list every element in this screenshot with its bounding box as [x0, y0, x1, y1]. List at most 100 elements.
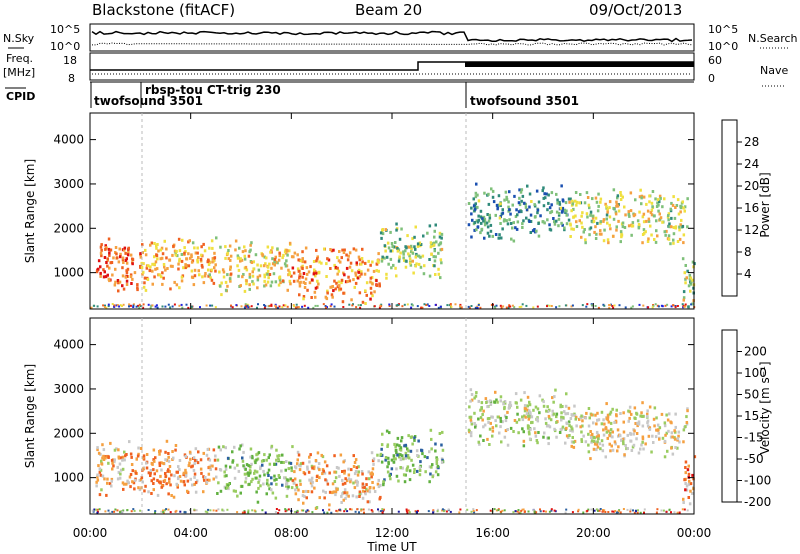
power-panel-frame: [89, 112, 695, 310]
velocity-echo-cell: [606, 413, 610, 417]
velocity-echo-cell: [232, 489, 236, 493]
power-echo-cell: [521, 222, 524, 226]
power-echo-cell: [378, 282, 381, 286]
velocity-echo-cell: [581, 419, 584, 423]
power-echo-cell: [600, 232, 603, 236]
power-ground-cell: [494, 306, 497, 309]
velocity-ground-cell: [520, 509, 523, 512]
power-echo-cell: [659, 216, 663, 220]
power-echo-cell: [673, 216, 677, 220]
power-echo-cell: [268, 262, 271, 266]
power-echo-cell: [612, 234, 615, 238]
power-echo-cell: [336, 285, 340, 289]
power-echo-cell: [416, 242, 420, 246]
power-echo-cell: [629, 191, 633, 195]
power-echo-cell: [375, 262, 379, 266]
velocity-echo-cell: [494, 390, 497, 394]
velocity-ground-cell: [278, 509, 281, 512]
velocity-ground-cell: [678, 511, 681, 514]
power-echo-cell: [418, 241, 422, 245]
power-ground-cell: [631, 305, 634, 308]
power-echo-cell: [642, 212, 646, 216]
power-echo-cell: [117, 260, 121, 264]
velocity-ground-cell: [383, 508, 385, 511]
velocity-echo-cell: [96, 473, 99, 477]
velocity-echo-cell: [691, 491, 694, 495]
power-echo-region-2: [140, 236, 218, 292]
power-echo-cell: [599, 220, 602, 224]
velocity-echo-cell: [685, 484, 689, 488]
velocity-echo-cell: [587, 432, 590, 436]
velocity-echo-cell: [267, 456, 270, 460]
velocity-ground-cell: [215, 509, 218, 512]
velocity-ground-cell: [619, 511, 622, 514]
velocity-echo-cell: [277, 457, 280, 461]
power-echo-cell: [286, 253, 289, 257]
velocity-echo-cell: [435, 457, 439, 461]
velocity-echo-cell: [610, 444, 613, 448]
velocity-echo-cell: [542, 435, 545, 439]
power-ground-cell: [608, 306, 611, 309]
power-echo-cell: [411, 237, 414, 241]
velocity-ground-cell: [542, 510, 545, 513]
velocity-echo-cell: [127, 481, 130, 485]
velocity-echo-cell: [518, 418, 521, 422]
velocity-echo-cell: [499, 395, 503, 399]
power-echo-cell: [684, 277, 687, 281]
velocity-echo-cell: [589, 430, 592, 433]
velocity-echo-cell: [275, 448, 278, 452]
power-ground-cell: [116, 304, 119, 306]
velocity-ground-cell: [330, 511, 333, 514]
power-echo-cell: [288, 273, 291, 276]
velocity-echo-cell: [671, 452, 675, 456]
velocity-echo-cell: [568, 434, 571, 437]
power-ground-cell: [373, 305, 376, 308]
power-echo-cell: [477, 199, 481, 203]
velocity-echo-cell: [514, 401, 518, 405]
power-ground-cell: [240, 305, 243, 308]
power-echo-cell: [572, 227, 575, 231]
velocity-echo-cell: [260, 459, 264, 463]
power-echo-cell: [130, 282, 133, 285]
velocity-echo-cell: [488, 427, 492, 431]
power-echo-cell: [197, 269, 200, 273]
velocity-echo-cell: [687, 464, 690, 468]
power-echo-cell: [333, 263, 336, 267]
power-echo-cell: [365, 281, 369, 285]
power-echo-cell: [286, 249, 289, 253]
velocity-echo-cell: [257, 480, 260, 484]
power-ground-cell: [609, 304, 612, 306]
velocity-echo-cell: [566, 412, 570, 416]
velocity-echo-cell: [324, 478, 327, 482]
power-echo-cell: [303, 260, 307, 264]
power-echo-cell: [347, 254, 350, 258]
power-echo-cell: [575, 225, 579, 228]
velocity-echo-cell: [131, 480, 134, 484]
power-ground-cell: [246, 304, 249, 307]
power-ground-cell: [263, 306, 266, 309]
velocity-echo-cell: [684, 425, 687, 429]
power-echo-cell: [616, 194, 620, 198]
power-echo-cell: [672, 232, 676, 236]
velocity-echo-cell: [158, 464, 162, 467]
power-echo-cell: [391, 245, 394, 248]
power-echo-cell: [680, 218, 683, 222]
velocity-echo-cell: [668, 412, 671, 416]
velocity-echo-cell: [479, 434, 482, 438]
power-echo-cell: [155, 253, 158, 257]
power-echo-cell: [501, 227, 504, 231]
velocity-echo-cell: [334, 490, 338, 494]
power-echo-cell: [164, 268, 167, 272]
power-echo-cell: [682, 298, 685, 302]
velocity-echo-cell: [182, 480, 186, 484]
velocity-echo-cell: [564, 441, 567, 445]
power-echo-cell: [136, 283, 139, 287]
velocity-echo-cell: [483, 423, 487, 427]
velocity-echo-cell: [231, 459, 235, 463]
power-echo-cell: [369, 286, 373, 290]
velocity-echo-cell: [313, 486, 316, 490]
velocity-ground-cell: [518, 511, 521, 514]
power-echo-cell: [305, 272, 309, 276]
power-echo-cell: [581, 225, 584, 229]
velocity-ground-cell: [154, 510, 157, 513]
